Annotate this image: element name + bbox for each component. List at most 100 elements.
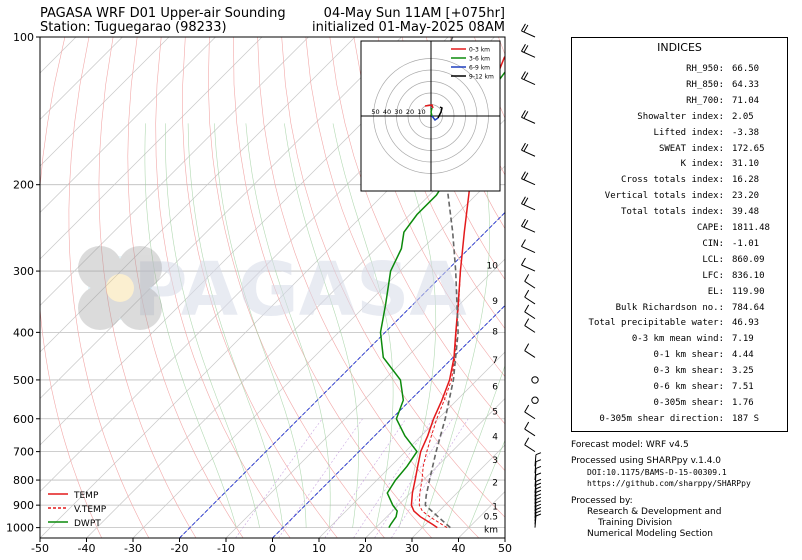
- isotherm-line: [0, 37, 30, 538]
- moist-adiabat: [214, 123, 307, 528]
- wind-barb: [521, 257, 536, 272]
- index-value: 31.10: [732, 159, 760, 170]
- wind-barb: [534, 459, 542, 474]
- index-label: LFC:: [702, 270, 724, 281]
- legend-label: V.TEMP: [74, 505, 107, 515]
- mixing-ratio-line: [353, 418, 434, 538]
- index-label: LCL:: [702, 254, 724, 265]
- height-label: 2: [492, 479, 498, 489]
- isotherm-line: [40, 37, 263, 260]
- x-tick-label: -40: [78, 542, 96, 555]
- wind-barb: [521, 171, 536, 186]
- x-tick-label: -20: [171, 542, 189, 555]
- dry-adiabat: [305, 37, 505, 472]
- wind-barb: [534, 452, 542, 467]
- wind-barb: [534, 472, 542, 487]
- indices-panel: INDICES RH_950: 66.50 RH_850: 64.33 RH_700: 7…: [571, 37, 788, 432]
- org-line-1: Research & Development and: [587, 507, 722, 517]
- index-label: RH_700:: [686, 95, 724, 106]
- reference-isotherm: [179, 211, 505, 538]
- index-value: 46.93: [732, 318, 760, 329]
- hodograph-trace: [424, 104, 434, 109]
- wind-barb: [524, 318, 536, 333]
- moist-adiabat: [165, 123, 260, 528]
- wind-barb: [521, 71, 536, 86]
- index-value: 4.44: [732, 350, 754, 361]
- index-label: 0-305m shear direction:: [599, 413, 724, 424]
- index-label: 0-305m shear:: [653, 397, 724, 408]
- dry-adiabat: [207, 37, 385, 538]
- wind-barb: [534, 478, 542, 494]
- height-label: 7: [492, 356, 498, 366]
- dry-adiabat: [127, 37, 244, 538]
- y-tick-label: 400: [13, 326, 34, 339]
- isotherm-line: [40, 37, 356, 353]
- isotherm-line: [40, 37, 216, 213]
- index-value: -1.01: [732, 238, 760, 249]
- x-tick-label: -50: [31, 542, 49, 555]
- hodograph-legend-label: 6-9 km: [469, 65, 490, 72]
- index-value: 39.48: [732, 207, 760, 218]
- dry-adiabat: [68, 37, 150, 538]
- dry-adiabat: [182, 37, 338, 538]
- calm-wind-marker: [531, 376, 539, 384]
- hodograph-trace: [431, 115, 439, 122]
- legend-label: DWPT: [74, 519, 101, 529]
- y-tick-label: 200: [13, 179, 34, 192]
- hodograph-trace: [437, 106, 443, 119]
- index-label: Total totals index:: [621, 207, 724, 218]
- moist-adiabat: [245, 123, 331, 528]
- x-tick-label: 50: [498, 542, 512, 555]
- processed-using: Processed using SHARPpy v.1.4.0: [571, 456, 722, 466]
- height-label: 10: [487, 261, 499, 271]
- wind-barb: [521, 218, 536, 233]
- hodograph-legend-label: 3-6 km: [469, 56, 490, 63]
- wind-barb: [524, 304, 536, 320]
- y-tick-label: 800: [13, 474, 34, 487]
- wind-barb: [524, 437, 536, 453]
- chart-title: PAGASA WRF D01 Upper-air Sounding: [40, 6, 286, 21]
- hodograph-ring-label: 20: [406, 108, 414, 116]
- index-label: 0-6 km shear:: [653, 382, 724, 392]
- dry-adiabat: [98, 37, 197, 538]
- valid-time: 04-May Sun 11AM [+075hr]: [323, 6, 505, 21]
- mixing-ratio-line: [235, 418, 323, 538]
- isotherm-line: [272, 305, 505, 538]
- hodograph-ring-label: 30: [394, 108, 402, 116]
- index-value: 172.65: [732, 143, 765, 154]
- index-label: CAPE:: [696, 223, 724, 233]
- isotherm-line: [40, 37, 402, 399]
- index-value: 23.20: [732, 191, 760, 202]
- index-value: 66.50: [732, 64, 760, 74]
- hodograph-legend-label: 9-12 km: [469, 74, 494, 81]
- y-tick-label: 100: [13, 31, 34, 44]
- org-line-2: Training Division: [598, 518, 673, 528]
- height-label: 0.5: [484, 513, 498, 523]
- index-label: Lifted index:: [653, 127, 724, 138]
- index-label: Total precipitable water:: [588, 318, 724, 329]
- moist-adiabat: [187, 123, 284, 528]
- dry-adiabat: [257, 37, 480, 538]
- moist-adiabat: [144, 123, 237, 528]
- isotherm-line: [504, 537, 505, 538]
- index-value: 836.10: [732, 270, 765, 281]
- index-value: -3.38: [732, 127, 760, 138]
- watermark-logo: [78, 246, 162, 330]
- index-value: 784.64: [732, 302, 765, 313]
- x-tick-label: 20: [359, 542, 373, 555]
- dry-adiabat: [498, 37, 505, 56]
- y-tick-label: 900: [13, 499, 34, 512]
- index-label: EL:: [707, 286, 724, 297]
- wind-barb: [524, 343, 536, 358]
- footer-credits: Forecast model: WRF v4.5 Processed using…: [571, 440, 799, 540]
- height-label: 1: [492, 502, 498, 512]
- height-label: 6: [492, 383, 498, 393]
- index-value: 7.19: [732, 334, 754, 345]
- height-label: km: [484, 525, 498, 535]
- index-value: 1811.48: [732, 223, 770, 233]
- index-label: 0-1 km shear:: [653, 350, 724, 361]
- index-label: RH_850:: [686, 79, 724, 90]
- index-label: 0-3 km shear:: [653, 366, 724, 377]
- mixing-ratio-line: [374, 418, 453, 538]
